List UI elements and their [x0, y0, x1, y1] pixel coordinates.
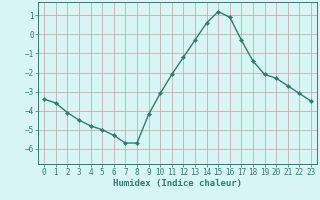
X-axis label: Humidex (Indice chaleur): Humidex (Indice chaleur) [113, 179, 242, 188]
